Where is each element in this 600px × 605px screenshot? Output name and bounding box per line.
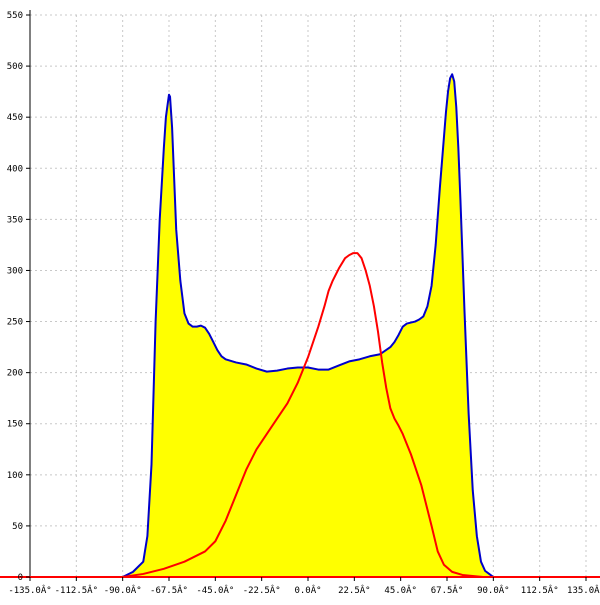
x-tick-label: 135.0Â°: [567, 584, 600, 596]
y-tick-label: 300: [7, 266, 23, 276]
y-tick-label: 250: [7, 318, 23, 328]
series-1-line: [30, 73, 586, 578]
y-tick-label: 200: [7, 369, 23, 379]
x-tick-label: -135.0Â°: [8, 584, 51, 596]
y-tick-label: 400: [7, 164, 23, 174]
x-tick-label: -112.5Â°: [55, 584, 98, 596]
y-tick-label: 100: [7, 471, 23, 481]
axes: [0, 10, 600, 581]
x-tick-label: 45.0Â°: [384, 584, 417, 596]
y-tick-label: 500: [7, 62, 23, 72]
x-tick-label: -22.5Â°: [243, 584, 281, 596]
tick-labels: -135.0Â° -112.5Â° -90.0Â° -67.5Â° -45.0Â° -22…: [7, 11, 600, 596]
x-tick-label: -45.0Â°: [196, 584, 234, 596]
series-2-line: [30, 252, 586, 578]
y-tick-label: 350: [7, 215, 23, 225]
series-layer: [30, 73, 586, 578]
x-tick-label: -90.0Â°: [104, 584, 142, 596]
y-tick-label: 150: [7, 420, 23, 430]
x-tick-label: -67.5Â°: [150, 584, 188, 596]
x-tick-label: 67.5Â°: [431, 584, 464, 596]
series-1-area: [30, 74, 586, 578]
x-tick-label: 0.0Â°: [294, 584, 321, 596]
y-tick-label: 550: [7, 11, 23, 21]
x-tick-label: 112.5Â°: [521, 584, 559, 596]
y-tick-label: 50: [12, 522, 23, 532]
y-tick-label: 0: [18, 573, 23, 583]
x-tick-label: 90.0Â°: [477, 584, 510, 596]
x-tick-label: 22.5Â°: [338, 584, 371, 596]
y-tick-label: 450: [7, 113, 23, 123]
